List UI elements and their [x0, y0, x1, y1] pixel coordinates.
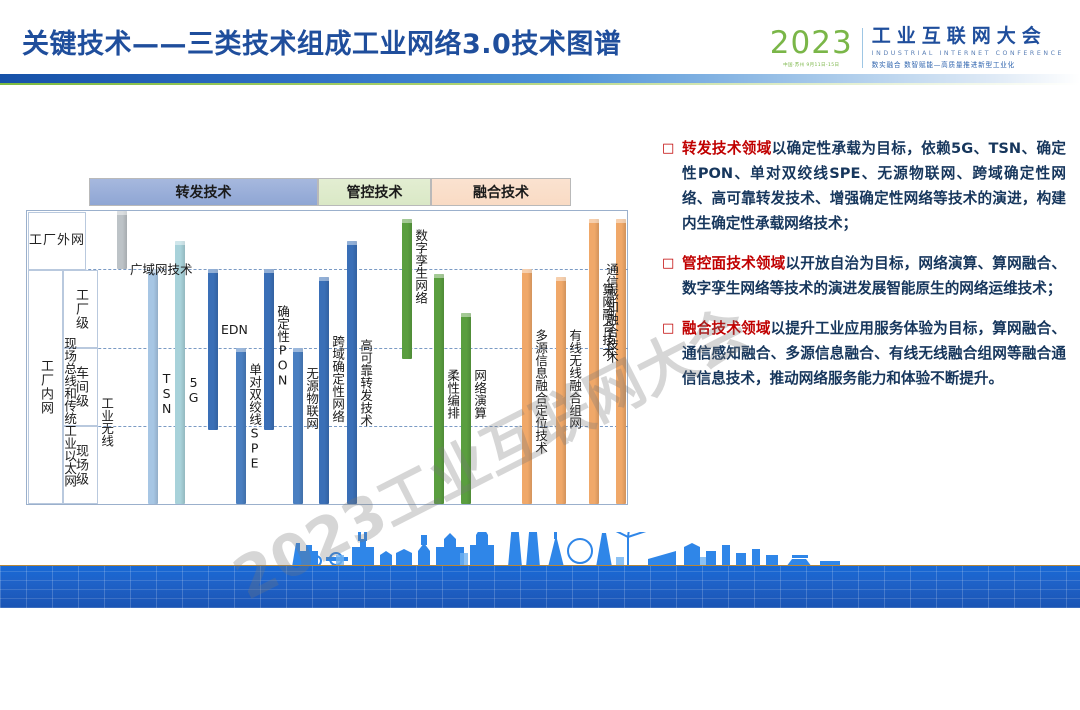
chart-bar-cap	[522, 269, 532, 273]
category-header-fusion: 融合技术	[431, 178, 571, 206]
chart-bar-cap	[556, 277, 566, 281]
level-label-factory-inner-network: 工厂内网	[28, 270, 63, 504]
bullet-body-text: 以开放自治为目标，网络演算、算网融合、数字孪生网络等技术的演进发展智能原生的网络…	[682, 255, 1066, 297]
chart-bar-cap	[264, 269, 274, 273]
level-label-factory-outer-network: 工厂外网	[28, 212, 86, 270]
bullet-marker-icon: □	[662, 141, 675, 156]
chart-bar-cap	[293, 348, 303, 352]
category-header-control: 管控技术	[318, 178, 431, 206]
logo-divider	[861, 28, 863, 68]
footer-gold-line	[0, 565, 1080, 566]
chart-bar-cap	[434, 274, 444, 278]
bullet-item: □ 管控面技术领域以开放自治为目标，网络演算、算网融合、数字孪生网络等技术的演进发…	[662, 251, 1066, 301]
logo-year: 2023	[769, 25, 853, 61]
chart-bar-label: 工业无线	[99, 397, 115, 447]
chart-bar-label: 高可靠转发技术	[358, 339, 374, 427]
logo-slogan: 数实融合 数智赋能—高质量推进新型工业化	[871, 60, 1016, 69]
chart-bar-cap	[347, 241, 357, 245]
level-label-plant-level: 工厂级	[63, 270, 98, 348]
chart-bar-cap	[461, 313, 471, 317]
chart-bar-label: 柔性编排	[445, 369, 461, 419]
chart-bar-label: 广域网技术	[130, 262, 193, 277]
title-underline-blue	[0, 74, 1080, 83]
level-label-workshop-level: 车间级	[63, 348, 98, 426]
chart-bar-cap	[148, 269, 158, 273]
logo-name-block: 工业互联网大会 INDUSTRIAL INTERNET CONFERENCE 数…	[871, 25, 1064, 69]
chart-bar-label: 数字孪生网络	[413, 229, 429, 304]
chart-bar	[522, 269, 532, 504]
chart-bar	[148, 269, 158, 504]
chart-bar-label: 通信感知融合技术	[604, 263, 620, 363]
bullet-text: 管控面技术领域以开放自治为目标，网络演算、算网融合、数字孪生网络等技术的演进发展…	[682, 251, 1066, 301]
bullet-text: 转发技术领域以确定性承载为目标，依赖5G、TSN、确定性PON、单对双绞线SPE…	[682, 136, 1066, 236]
category-header-forward: 转发技术	[89, 178, 318, 206]
chart-bar-cap	[319, 277, 329, 281]
chart-bar-label: 5G	[186, 375, 202, 405]
logo-year-subtitle: 中国·苏州 9月11日-15日	[783, 63, 840, 68]
city-skyline-icon	[292, 532, 840, 567]
chart-bar-label: 网络演算	[472, 369, 488, 419]
bullet-text: 融合技术领域以提升工业应用服务体验为目标，算网融合、通信感知融合、多源信息融合、…	[682, 316, 1066, 391]
chart-bar-label: EDN	[221, 322, 248, 337]
conference-logo: 2023 中国·苏州 9月11日-15日 工业互联网大会 INDUSTRIAL …	[770, 24, 1064, 72]
chart-bar-label: 有线无线融合组网	[567, 329, 583, 429]
chart-bar	[175, 241, 185, 504]
chart-bar-cap	[208, 269, 218, 273]
bullet-marker-icon: □	[662, 256, 675, 271]
chart-bar	[264, 269, 274, 430]
chart-bar	[236, 348, 246, 504]
technology-map-diagram: 转发技术 管控技术 融合技术 工厂外网 工厂内网 工厂级 车间级 现场级 广域网…	[26, 170, 759, 613]
chart-bar-label: 算网融合技术	[600, 283, 616, 358]
bullet-highlight: 管控面技术领域	[682, 255, 786, 272]
chart-bar-cap	[616, 219, 626, 223]
chart-bar-cap	[402, 219, 412, 223]
chart-bar	[117, 211, 127, 269]
bullet-marker-icon: □	[662, 321, 675, 336]
bullet-highlight: 融合技术领域	[682, 320, 771, 337]
chart-bar-label: 无源物联网	[304, 367, 320, 430]
chart-plot-area: 工厂外网 工厂内网 工厂级 车间级 现场级 广域网技术现场总线和传统工业以太网 工…	[26, 210, 759, 613]
title-underline-green	[0, 83, 1080, 85]
chart-bar	[589, 219, 599, 504]
level-divider-1	[28, 269, 628, 270]
level-label-field-level: 现场级	[63, 426, 98, 504]
chart-bar-cap	[117, 211, 127, 215]
bullet-highlight: 转发技术领域	[682, 140, 772, 157]
chart-bar	[616, 219, 626, 504]
footer-blue-band	[0, 566, 1080, 608]
bullet-body-text: 以确定性承载为目标，依赖5G、TSN、确定性PON、单对双绞线SPE、无源物联网…	[682, 140, 1066, 232]
chart-bar-label: 跨域确定性网络	[330, 335, 346, 423]
page-title: 关键技术——三类技术组成工业网络3.0技术图谱	[22, 29, 622, 60]
bullet-item: □ 转发技术领域以确定性承载为目标，依赖5G、TSN、确定性PON、单对双绞线SP…	[662, 136, 1066, 236]
footer-decoration	[0, 532, 1080, 608]
chart-bar	[347, 241, 357, 504]
chart-bar	[208, 269, 218, 430]
chart-bar	[402, 219, 412, 359]
chart-bar	[461, 313, 471, 504]
chart-bar	[319, 277, 329, 504]
bullet-item: □ 融合技术领域以提升工业应用服务体验为目标，算网融合、通信感知融合、多源信息融合…	[662, 316, 1066, 391]
logo-year-block: 2023 中国·苏州 9月11日-15日	[769, 25, 853, 69]
logo-name-cn: 工业互联网大会	[871, 25, 1047, 48]
chart-bar-cap	[589, 219, 599, 223]
chart-bar-cap	[236, 348, 246, 352]
chart-bar	[434, 274, 444, 504]
bullet-body-text: 以提升工业应用服务体验为目标，算网融合、通信感知融合、多源信息融合、有线无线融合…	[682, 320, 1066, 387]
footer-grid-pattern	[0, 566, 1080, 608]
chart-bar-cap	[175, 241, 185, 245]
chart-bar	[293, 348, 303, 504]
chart-bar-label: TSN	[159, 371, 175, 416]
chart-bar-label: 现场总线和传统工业以太网	[62, 337, 78, 487]
chart-bar	[556, 277, 566, 504]
chart-bar-label: 多源信息融合定位技术	[533, 329, 549, 454]
chart-bar-label: 确定性PON	[275, 305, 291, 388]
chart-bar-label: 单对双绞线SPE	[247, 363, 263, 471]
bullet-panel: □ 转发技术领域以确定性承载为目标，依赖5G、TSN、确定性PON、单对双绞线SP…	[662, 136, 1066, 406]
logo-name-en: INDUSTRIAL INTERNET CONFERENCE	[871, 49, 1064, 57]
